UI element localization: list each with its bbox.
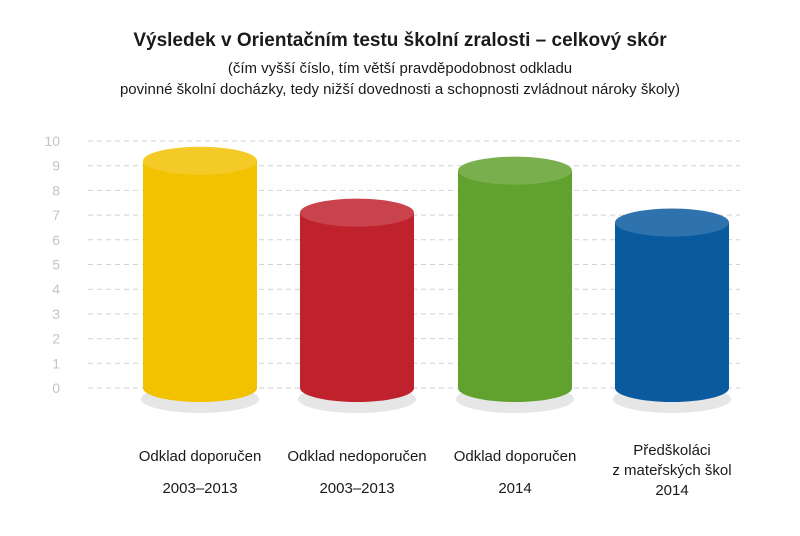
bar-3: [613, 208, 731, 413]
category-label-3: Předškoláci z mateřských škol 2014: [587, 441, 757, 501]
bar-1-body: [300, 212, 414, 402]
y-tick-label-3: 3: [52, 306, 60, 322]
chart-title: Výsledek v Orientačním testu školní zral…: [133, 30, 667, 51]
bar-3-top: [615, 208, 729, 237]
y-tick-label-9: 9: [52, 158, 60, 174]
y-tick-label-4: 4: [52, 281, 60, 297]
bar-1: [298, 198, 416, 413]
subtitle-line-1: (čím vyšší číslo, tím větší pravděpodobn…: [227, 60, 573, 77]
y-tick-label-7: 7: [52, 207, 60, 223]
y-tick-label-6: 6: [52, 232, 60, 248]
category-0-line-1: Odklad doporučen: [138, 448, 262, 465]
category-1-line-2: 2003–2013: [319, 480, 395, 497]
y-tick-label-0: 0: [52, 380, 60, 396]
category-label-1: Odklad nedoporučen 2003–2013: [272, 447, 442, 499]
chart-subtitle: (čím vyšší číslo, tím větší pravděpodobn…: [0, 58, 800, 100]
bar-0-body: [143, 160, 257, 402]
category-1-line-1: Odklad nedoporučen: [287, 448, 427, 465]
bar-1-top: [300, 198, 414, 227]
category-2-line-2: 2014: [498, 480, 532, 497]
bar-2-body: [458, 170, 572, 402]
category-3-line-1: Předškoláci: [633, 442, 711, 459]
bar-2: [456, 156, 574, 413]
y-tick-label-5: 5: [52, 257, 60, 273]
category-label-0: Odklad doporučen 2003–2013: [115, 447, 285, 499]
category-0-line-2: 2003–2013: [162, 480, 238, 497]
bars-layer: [141, 146, 731, 413]
bar-0: [141, 146, 259, 413]
y-tick-label-8: 8: [52, 182, 60, 198]
y-tick-label-10: 10: [44, 133, 60, 149]
y-tick-label-1: 1: [52, 355, 60, 371]
bar-2-top: [458, 156, 572, 185]
y-tick-label-2: 2: [52, 331, 60, 347]
subtitle-line-2: povinné školní docházky, tedy nižší dove…: [119, 81, 681, 98]
bar-3-body: [615, 222, 729, 402]
category-label-2: Odklad doporučen 2014: [430, 447, 600, 499]
category-3-line-2: z mateřských škol: [612, 462, 732, 479]
category-2-line-1: Odklad doporučen: [453, 448, 577, 465]
bar-0-top: [143, 146, 257, 175]
category-3-line-3: 2014: [655, 482, 689, 499]
